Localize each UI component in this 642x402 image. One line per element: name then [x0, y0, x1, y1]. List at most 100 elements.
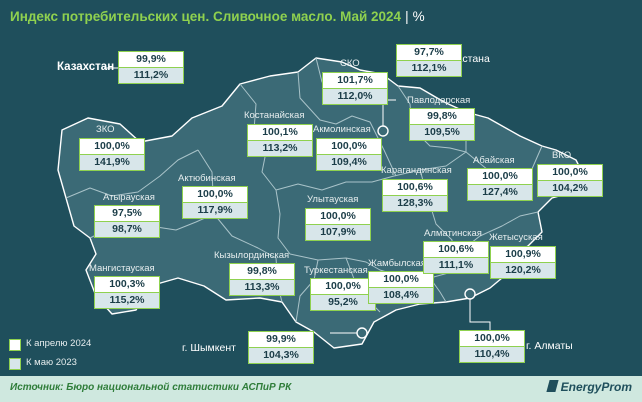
marker-almaty [464, 288, 476, 300]
region-values-aktobe: 100,0% 117,9% [182, 186, 248, 219]
abay-v-april: 100,0% [468, 169, 532, 184]
leader-almaty [469, 299, 491, 330]
pavlodar-v-may: 109,5% [410, 124, 474, 140]
akmola-v-april: 100,0% [317, 139, 381, 154]
karaganda-v-may: 128,3% [383, 195, 447, 211]
ulytau-v-may: 107,9% [306, 224, 370, 240]
vko-v-april: 100,0% [538, 165, 602, 180]
region-name-karaganda: Карагандинская [381, 165, 452, 176]
city-name-shymkent: г. Шымкент [182, 342, 236, 354]
region-name-zhambyl: Жамбылская [368, 258, 426, 269]
region-values-zhambyl: 100,0% 108,4% [368, 271, 434, 304]
kazakhstan-v-may: 111,2% [119, 67, 183, 83]
zko-v-april: 100,0% [80, 139, 144, 154]
zhetysu-v-april: 100,9% [491, 247, 555, 262]
zhambyl-v-april: 100,0% [369, 272, 433, 287]
zhetysu-v-may: 120,2% [491, 262, 555, 278]
pavlodar-v-april: 99,8% [410, 109, 474, 124]
region-name-sko: СКО [340, 58, 360, 69]
footer: Источник: Бюро национальной статистики А… [0, 376, 642, 402]
akmola-v-may: 109,4% [317, 154, 381, 170]
region-name-ulytau: Улытауская [307, 194, 359, 205]
city-values-shymkent: 99,9% 104,3% [248, 331, 314, 364]
region-name-kyzylorda: Кызылординская [214, 250, 290, 261]
legend-swatch-april [9, 339, 21, 351]
almaty-v-may: 110,4% [460, 346, 524, 362]
region-values-zhetysu: 100,9% 120,2% [490, 246, 556, 279]
almaty-region-v-april: 100,6% [424, 242, 488, 257]
city-values-almaty: 100,0% 110,4% [459, 330, 525, 363]
kazakhstan-v-april: 99,9% [119, 52, 183, 67]
region-values-atyrau: 97,5% 98,7% [94, 205, 160, 238]
karaganda-v-april: 100,6% [383, 180, 447, 195]
region-values-karaganda: 100,6% 128,3% [382, 179, 448, 212]
region-name-akmola: Акмолинская [313, 124, 371, 135]
region-values-kyzylorda: 99,8% 113,3% [229, 263, 295, 296]
mangistau-v-april: 100,3% [95, 277, 159, 292]
region-name-kostanay: Костанайская [244, 110, 305, 121]
region-name-vko: ВКО [552, 150, 572, 161]
aktobe-v-may: 117,9% [183, 202, 247, 218]
sko-v-may: 112,0% [323, 88, 387, 104]
almaty-v-april: 100,0% [460, 331, 524, 346]
region-values-pavlodar: 99,8% 109,5% [409, 108, 475, 141]
sko-v-april: 101,7% [323, 73, 387, 88]
region-name-atyrau: Атырауская [103, 192, 155, 203]
kostanay-v-may: 113,2% [248, 140, 312, 156]
zko-v-may: 141,9% [80, 154, 144, 170]
region-name-pavlodar: Павлодарская [407, 95, 471, 106]
region-values-almaty-region: 100,6% 111,1% [423, 241, 489, 274]
shymkent-v-may: 104,3% [249, 347, 313, 363]
turkestan-v-may: 95,2% [311, 294, 375, 310]
page-title: Индекс потребительских цен. Сливочное ма… [10, 9, 425, 24]
atyrau-v-may: 98,7% [95, 221, 159, 237]
city-name-almaty: г. Алматы [526, 340, 573, 352]
aktobe-v-april: 100,0% [183, 187, 247, 202]
source-text: Источник: Бюро национальной статистики А… [10, 382, 292, 393]
region-name-aktobe: Актюбинская [178, 173, 236, 184]
mangistau-v-may: 115,2% [95, 292, 159, 308]
region-name-zhetysu: Жетысуская [489, 232, 543, 243]
region-values-mangistau: 100,3% 115,2% [94, 276, 160, 309]
region-name-mangistau: Мангистауская [89, 263, 155, 274]
turkestan-v-april: 100,0% [311, 279, 375, 294]
legend-label-april: К апрелю 2024 [26, 338, 92, 349]
region-values-turkestan: 100,0% 95,2% [310, 278, 376, 311]
region-name-zko: ЗКО [96, 124, 115, 135]
astana-v-may: 112,1% [397, 60, 461, 76]
region-values-ulytau: 100,0% 107,9% [305, 208, 371, 241]
astana-v-april: 97,7% [397, 45, 461, 60]
energyprom-logo-icon [546, 380, 559, 392]
region-values-abay: 100,0% 127,4% [467, 168, 533, 201]
atyrau-v-april: 97,5% [95, 206, 159, 221]
brand-name: EnergyProm [560, 380, 632, 394]
region-values-vko: 100,0% 104,2% [537, 164, 603, 197]
zhambyl-v-may: 108,4% [369, 287, 433, 303]
almaty-region-v-may: 111,1% [424, 257, 488, 273]
kyzylorda-v-may: 113,3% [230, 279, 294, 295]
region-values-sko: 101,7% 112,0% [322, 72, 388, 105]
region-values-akmola: 100,0% 109,4% [316, 138, 382, 171]
marker-astana [377, 125, 389, 137]
region-name-turkestan: Туркестанская [304, 265, 368, 276]
kazakhstan-values: 99,9% 111,2% [118, 51, 184, 84]
region-values-kostanay: 100,1% 113,2% [247, 124, 313, 157]
marker-shymkent [356, 327, 368, 339]
abay-v-may: 127,4% [468, 184, 532, 200]
city-values-astana: 97,7% 112,1% [396, 44, 462, 77]
region-values-zko: 100,0% 141,9% [79, 138, 145, 171]
title-text: Индекс потребительских цен. Сливочное ма… [10, 9, 402, 24]
title-unit: % [412, 9, 425, 24]
kyzylorda-v-april: 99,8% [230, 264, 294, 279]
brand-logo: EnergyProm [546, 380, 632, 394]
legend-label-may: К маю 2023 [26, 357, 77, 368]
ulytau-v-april: 100,0% [306, 209, 370, 224]
title-separator: | [405, 9, 409, 24]
region-name-almaty-region: Алматинская [424, 228, 482, 239]
legend-swatch-may [9, 358, 21, 370]
kazakhstan-label: Казахстан [57, 61, 115, 73]
vko-v-may: 104,2% [538, 180, 602, 196]
shymkent-v-april: 99,9% [249, 332, 313, 347]
region-name-abay: Абайская [473, 155, 515, 166]
